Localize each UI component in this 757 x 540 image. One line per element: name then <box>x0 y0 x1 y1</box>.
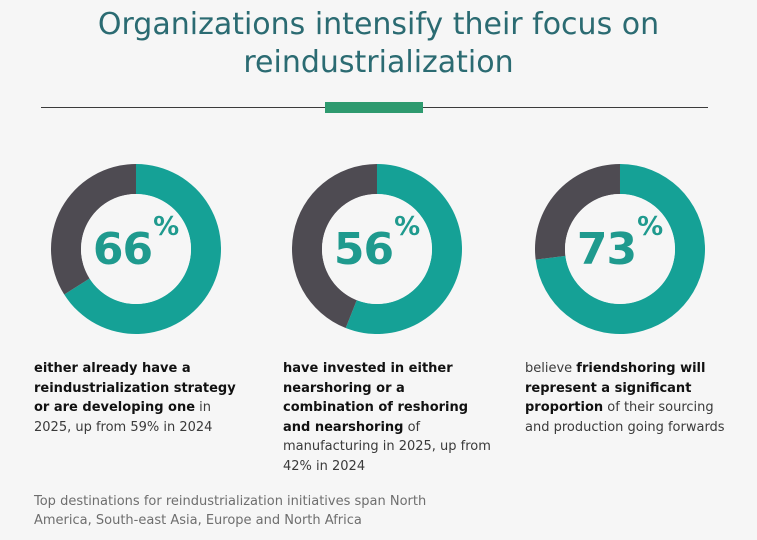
donut-2-remainder-slice <box>292 164 377 329</box>
footnote: Top destinations for reindustrialization… <box>34 494 427 528</box>
donut-1-description-part-1: either already have a reindustrializatio… <box>34 361 236 415</box>
donut-1-remainder-slice <box>51 164 136 295</box>
page-title: Organizations intensify their focus on re… <box>0 6 757 82</box>
donut-value-number-1: 66 <box>92 223 153 275</box>
donut-value-1: 66% <box>51 164 221 334</box>
donut-value-3: 73% <box>535 164 705 334</box>
donut-svg-3 <box>535 164 705 334</box>
divider-accent-bar <box>325 102 423 113</box>
donut-2-hole <box>322 194 432 304</box>
donut-value-unit-1: % <box>153 212 180 242</box>
donut-chart-1: 66% <box>51 164 221 334</box>
donut-2-value-slice <box>345 164 462 334</box>
donut-3-description-part-1: believe <box>525 361 577 376</box>
donut-3-remainder-slice <box>535 164 620 260</box>
donut-3-hole <box>565 194 675 304</box>
donut-3-description-part-3: of their sourcing and production going f… <box>525 400 725 435</box>
donut-1-value-slice <box>64 164 221 334</box>
donut-value-unit-2: % <box>394 212 421 242</box>
donut-svg-2 <box>292 164 462 334</box>
donut-chart-3: 73% <box>535 164 705 334</box>
donut-chart-2: 56% <box>292 164 462 334</box>
title-line-2: reindustrialization <box>243 45 514 80</box>
donut-2-description-part-1: have invested in either nearshoring or a… <box>283 361 469 435</box>
donut-value-2: 56% <box>292 164 462 334</box>
donut-value-unit-3: % <box>637 212 664 242</box>
donut-3-description-part-2: friendshoring will represent a significa… <box>525 361 706 415</box>
donut-value-number-3: 73 <box>576 223 637 275</box>
donut-3-value-slice <box>535 164 705 334</box>
donut-2-description-part-2: of manufacturing in 2025, up from 42% in… <box>283 419 491 474</box>
donut-1-hole <box>81 194 191 304</box>
donut-description-2: have invested in either nearshoring or a… <box>283 359 498 476</box>
title-line-1: Organizations intensify their focus on <box>97 7 660 42</box>
donut-description-1: either already have a reindustrializatio… <box>34 359 249 437</box>
donut-description-3: believe friendshoring will represent a s… <box>525 359 740 437</box>
donut-value-number-2: 56 <box>333 223 394 275</box>
donut-svg-1 <box>51 164 221 334</box>
donut-1-description-part-2: in 2025, up from 59% in 2024 <box>34 400 213 435</box>
